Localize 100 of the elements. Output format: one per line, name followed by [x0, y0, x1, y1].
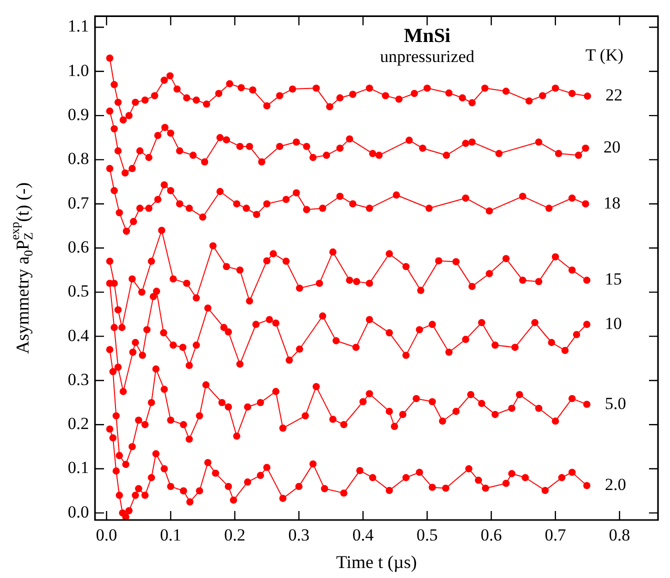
point	[110, 187, 118, 194]
point	[406, 136, 413, 144]
point	[192, 342, 200, 349]
point	[122, 228, 130, 235]
point	[167, 187, 174, 194]
point	[545, 204, 553, 212]
point	[303, 142, 310, 150]
x-tick-label: 0.2	[224, 526, 246, 545]
point	[106, 258, 114, 265]
point	[242, 204, 250, 212]
point	[190, 152, 197, 159]
point	[386, 329, 393, 336]
point	[511, 344, 519, 351]
y-tick-label: 0.5	[68, 282, 89, 301]
point	[538, 92, 546, 100]
point	[438, 417, 446, 425]
y-tick-label: 0.6	[68, 237, 89, 256]
point	[481, 84, 488, 92]
point	[132, 338, 139, 346]
point	[263, 257, 270, 264]
chart-title: MnSi	[404, 25, 451, 48]
point	[154, 132, 162, 140]
point	[552, 253, 560, 260]
point	[143, 326, 151, 334]
point	[329, 248, 336, 256]
point	[192, 96, 200, 104]
point	[216, 134, 224, 142]
point	[282, 196, 290, 204]
point	[222, 262, 230, 270]
point	[266, 316, 274, 324]
point	[148, 398, 156, 406]
point	[110, 324, 118, 332]
point	[226, 80, 234, 88]
point	[170, 275, 177, 283]
point	[574, 152, 582, 159]
series-label: 10	[604, 314, 622, 333]
point	[452, 258, 460, 266]
point	[176, 147, 184, 154]
point	[148, 258, 156, 265]
point	[151, 92, 158, 100]
point	[276, 92, 284, 100]
point	[428, 398, 436, 406]
point	[316, 280, 324, 287]
x-tick-label: 0.8	[608, 526, 630, 545]
point	[116, 209, 123, 216]
x-axis-title: Time t (µs)	[336, 552, 417, 572]
point	[366, 280, 374, 287]
point	[302, 412, 309, 420]
point	[216, 188, 224, 196]
point	[561, 346, 569, 354]
point	[366, 390, 374, 398]
point	[166, 72, 174, 80]
point	[150, 292, 157, 300]
x-tick-label: 0.1	[160, 526, 182, 545]
point	[425, 204, 433, 212]
point	[492, 410, 499, 418]
point	[154, 196, 162, 204]
point	[369, 150, 376, 158]
point	[183, 280, 190, 287]
point	[535, 404, 542, 412]
y-tick-label: 0.0	[68, 502, 89, 522]
point	[349, 90, 356, 98]
point	[386, 408, 393, 415]
point	[167, 130, 174, 137]
point	[519, 192, 526, 200]
point	[312, 84, 320, 92]
point	[309, 154, 317, 162]
point	[582, 144, 590, 152]
point	[286, 356, 293, 364]
x-tick-label: 0.4	[352, 526, 374, 545]
point	[282, 258, 290, 265]
point	[478, 319, 486, 326]
y-tick-label: 0.8	[68, 149, 89, 168]
point	[222, 136, 230, 144]
point	[375, 152, 383, 159]
point	[183, 94, 190, 102]
point	[502, 255, 510, 262]
point	[424, 84, 431, 92]
point	[303, 206, 310, 214]
y-tick-label: 0.3	[68, 370, 89, 389]
point	[292, 189, 300, 196]
point	[359, 398, 367, 406]
series-label: 15	[604, 270, 622, 289]
point	[258, 158, 266, 166]
point	[158, 226, 166, 234]
point	[366, 316, 374, 324]
point	[296, 284, 304, 292]
point	[276, 142, 284, 150]
y-tick-label: 0.7	[68, 193, 90, 212]
point	[336, 144, 344, 152]
point	[204, 304, 212, 312]
point	[173, 85, 181, 93]
point	[452, 408, 460, 415]
point	[249, 86, 256, 94]
point	[246, 142, 254, 150]
point	[120, 116, 127, 124]
point	[495, 150, 503, 158]
point	[141, 96, 149, 104]
point	[346, 135, 354, 143]
point	[442, 152, 450, 159]
